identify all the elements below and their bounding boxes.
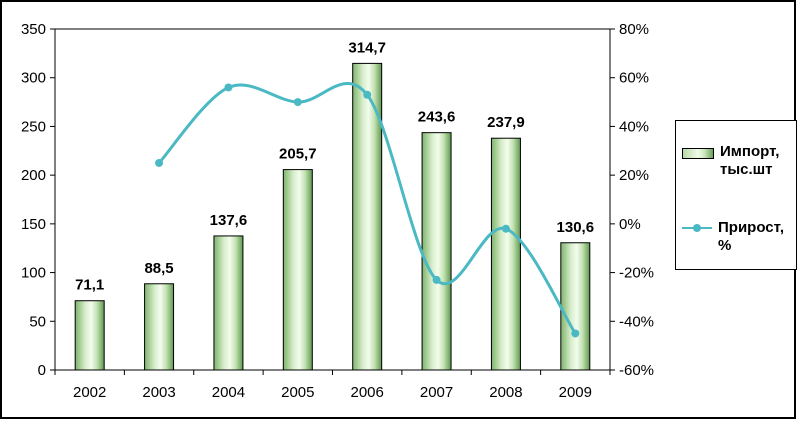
- bar-swatch-icon: [682, 148, 714, 159]
- growth-point: [501, 224, 510, 233]
- x-tick-label: 2005: [281, 384, 314, 401]
- bar-data-label: 88,5: [144, 260, 173, 277]
- y-right-tick-label: 20%: [619, 167, 649, 184]
- y-right-tick-label: 40%: [619, 118, 649, 135]
- x-tick-label: 2007: [420, 384, 453, 401]
- bar-data-label: 71,1: [75, 277, 104, 294]
- bar-data-label: 314,7: [348, 39, 386, 56]
- y-right-tick-label: -40%: [619, 313, 654, 330]
- bar-import: [74, 300, 105, 371]
- line-swatch-icon: [682, 219, 712, 237]
- y-left-tick-label: 250: [21, 118, 46, 135]
- y-right-tick-label: -20%: [619, 265, 654, 282]
- x-tick-label: 2003: [142, 384, 175, 401]
- bar-import: [490, 137, 521, 371]
- y-right-tick-label: 0%: [619, 216, 641, 233]
- growth-point: [432, 275, 441, 284]
- x-tick-label: 2002: [73, 384, 106, 401]
- x-tick-label: 2009: [559, 384, 592, 401]
- growth-point: [571, 329, 580, 338]
- y-left-tick-label: 350: [21, 21, 46, 38]
- y-left-tick-label: 50: [29, 313, 46, 330]
- growth-point: [363, 90, 372, 99]
- y-left-tick-label: 200: [21, 167, 46, 184]
- x-tick-label: 2006: [351, 384, 384, 401]
- growth-point: [224, 83, 233, 92]
- legend-item-growth: Прирост, %: [682, 219, 790, 255]
- bar-data-label: 137,6: [210, 212, 248, 229]
- bar-data-label: 205,7: [279, 146, 317, 163]
- bar-import: [213, 235, 244, 371]
- y-left-tick-label: 150: [21, 216, 46, 233]
- x-tick-label: 2004: [212, 384, 245, 401]
- y-left-tick-label: 300: [21, 70, 46, 87]
- legend-label-growth: Прирост, %: [718, 219, 785, 254]
- legend: Импорт, тыс.шт Прирост, %: [675, 120, 797, 270]
- x-tick-label: 2008: [489, 384, 522, 401]
- growth-point: [293, 98, 302, 107]
- y-left-tick-label: 100: [21, 265, 46, 282]
- growth-point: [155, 158, 164, 167]
- bar-data-label: 243,6: [418, 109, 456, 126]
- bar-import: [282, 169, 313, 371]
- y-left-tick-label: 0: [38, 362, 46, 379]
- bar-import: [560, 242, 591, 371]
- bar-data-label: 237,9: [487, 114, 525, 131]
- plot-area-border: [54, 28, 611, 371]
- y-right-tick-label: 60%: [619, 70, 649, 87]
- legend-label-import: Импорт, тыс.шт: [720, 143, 780, 178]
- bar-data-label: 130,6: [557, 219, 595, 236]
- bar-import: [421, 132, 452, 371]
- y-right-tick-label: 80%: [619, 21, 649, 38]
- bar-import: [352, 62, 383, 371]
- legend-item-import: Импорт, тыс.шт: [682, 143, 792, 179]
- y-right-tick-label: -60%: [619, 362, 654, 379]
- bar-import: [144, 283, 175, 371]
